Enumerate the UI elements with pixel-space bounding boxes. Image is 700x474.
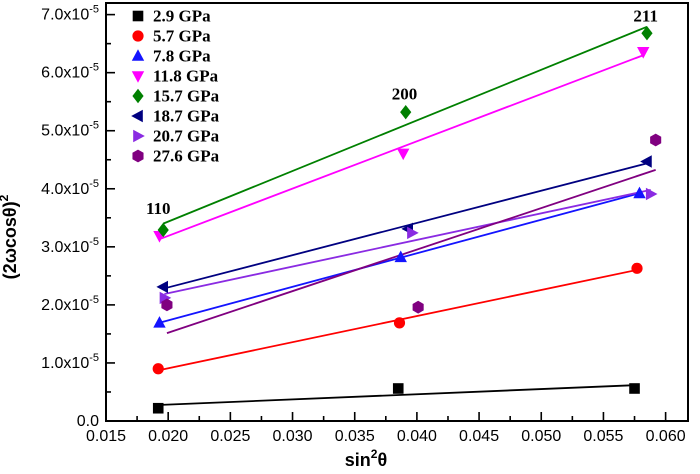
point-triangle-up-2-1 [394,250,407,263]
data-points [152,25,662,414]
x-tick-label: 0.050 [521,428,561,445]
legend-item-1: 5.7 GPa [132,27,211,46]
legend-label: 7.8 GPa [153,47,211,66]
y-axis-title: (2ωcosθ)2 [0,194,20,279]
legend-item-0: 2.9 GPa [132,7,211,26]
y-tick-labels: 0.0 1.0x10-5 2.0x10-5 3.0x10-5 4.0x10-5 5.0x1… [41,4,99,430]
point-diamond-4-2 [641,25,653,41]
legend-marker-hexagon [132,149,144,163]
legend-label: 2.9 GPa [153,7,211,26]
point-hexagon-7-0 [161,298,173,312]
legend-marker-diamond [132,88,144,104]
point-triangle-up-2-0 [153,316,166,328]
legend-label: 15.7 GPa [153,87,220,106]
plane-annotation-110: 110 [146,199,171,218]
legend-label: 18.7 GPa [153,107,220,126]
axis-ticks [105,13,667,422]
x-axis-title: sin2θ [345,447,387,470]
y-tick-label: 5.0x10-5 [41,120,99,140]
point-square-0-1 [392,383,404,394]
legend-marker-triangle-left [131,109,143,123]
legend-item-6: 20.7 GPa [133,127,220,146]
point-triangle-left-5-2 [640,155,652,168]
legend-label: 11.8 GPa [153,67,219,86]
point-circle-1-0 [152,363,164,375]
point-diamond-4-1 [400,104,412,120]
point-triangle-left-5-0 [156,280,169,294]
legend-item-3: 11.8 GPa [131,67,219,86]
legend-marker-square [132,10,144,22]
legend-marker-circle [132,30,144,42]
legend-item-2: 7.8 GPa [131,47,211,66]
x-tick-label: 0.040 [397,428,437,445]
point-triangle-down-3-1 [397,148,410,161]
y-tick-label: 3.0x10-5 [41,236,99,256]
legend-label: 27.6 GPa [153,147,220,166]
point-circle-1-2 [631,262,643,274]
point-triangle-right-6-2 [645,187,658,201]
legend-item-4: 15.7 GPa [132,87,220,106]
plot-frame [105,2,689,422]
x-tick-label: 0.045 [459,428,499,445]
fit-line-5 [162,162,648,290]
point-square-0-0 [152,402,164,414]
x-tick-label: 0.035 [335,428,375,445]
point-triangle-right-6-1 [407,226,419,240]
legend-marker-triangle-up [131,49,145,61]
point-hexagon-7-2 [650,133,662,147]
fit-line-3 [159,54,644,241]
point-triangle-up-2-2 [633,186,646,199]
x-tick-label: 0.020 [148,428,188,445]
x-tick-label: 0.030 [273,428,313,445]
fit-line-6 [164,189,651,295]
point-square-0-2 [629,383,640,394]
y-tick-label: 6.0x10-5 [41,62,99,82]
x-tick-label: 0.055 [583,428,623,445]
y-tick-label: 0.0 [77,413,99,430]
point-diamond-4-0 [157,222,169,238]
fit-line-0 [158,384,635,406]
legend-item-7: 27.6 GPa [132,147,220,166]
fit-line-7 [166,168,656,334]
x-tick-label: 0.015 [86,428,126,445]
plane-annotation-200: 200 [392,85,418,104]
y-tick-label: 4.0x10-5 [41,178,99,198]
point-circle-1-1 [393,317,406,329]
point-triangle-right-6-0 [159,291,172,305]
legend-label: 20.7 GPa [153,127,220,146]
legend-marker-triangle-right [133,129,145,143]
legend-label: 5.7 GPa [153,27,211,46]
x-tick-labels: 0.015 0.020 0.025 0.030 0.035 0.040 0.045 0.050… [86,428,686,445]
plane-annotations: 110 200 211 [146,6,658,218]
point-triangle-down-3-2 [637,46,650,59]
y-tick-label: 1.0x10-5 [41,352,99,372]
point-hexagon-7-1 [412,300,424,314]
plane-annotation-211: 211 [633,6,658,25]
x-tick-label: 0.025 [210,428,250,445]
x-tick-label: 0.060 [646,428,686,445]
y-tick-label: 2.0x10-5 [41,294,99,314]
legend-marker-triangle-down [131,71,145,83]
fit-line-4 [162,25,648,225]
legend-item-5: 18.7 GPa [131,107,220,126]
y-tick-label: 7.0x10-5 [41,4,99,24]
